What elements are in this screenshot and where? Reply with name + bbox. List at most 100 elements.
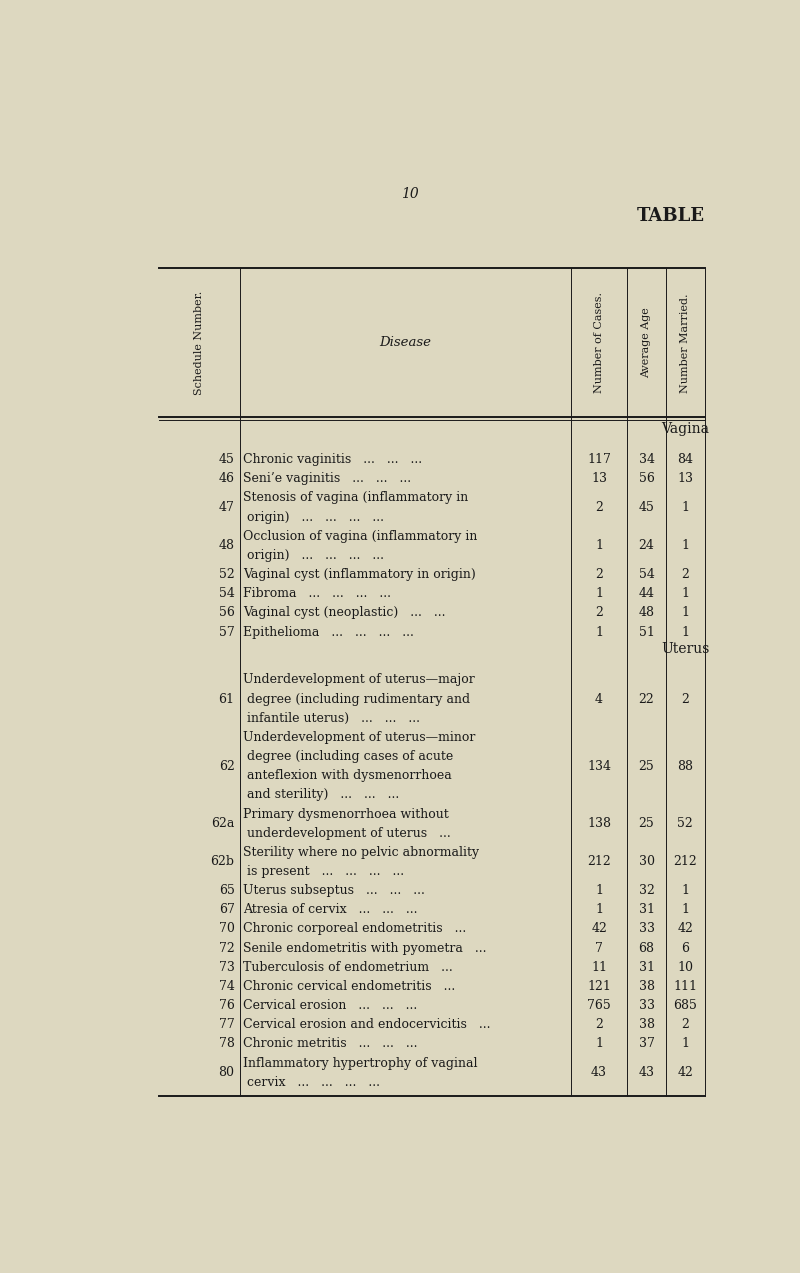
Text: 11: 11 bbox=[591, 961, 607, 974]
Text: and sterility)   ...   ...   ...: and sterility) ... ... ... bbox=[247, 788, 399, 802]
Text: 1: 1 bbox=[682, 1037, 690, 1050]
Text: 1: 1 bbox=[595, 625, 603, 639]
Text: Chronic corporeal endometritis   ...: Chronic corporeal endometritis ... bbox=[243, 923, 466, 936]
Text: 1: 1 bbox=[682, 587, 690, 601]
Text: 73: 73 bbox=[218, 961, 234, 974]
Text: 121: 121 bbox=[587, 980, 611, 993]
Text: degree (including cases of acute: degree (including cases of acute bbox=[247, 750, 453, 763]
Text: Average Age: Average Age bbox=[642, 308, 651, 378]
Text: 56: 56 bbox=[218, 606, 234, 620]
Text: 1: 1 bbox=[682, 625, 690, 639]
Text: 111: 111 bbox=[674, 980, 698, 993]
Text: 13: 13 bbox=[678, 472, 694, 485]
Text: Chronic cervical endometritis   ...: Chronic cervical endometritis ... bbox=[243, 980, 455, 993]
Text: 72: 72 bbox=[218, 942, 234, 955]
Text: Number Married.: Number Married. bbox=[680, 293, 690, 392]
Text: Fibroma   ...   ...   ...   ...: Fibroma ... ... ... ... bbox=[243, 587, 391, 601]
Text: origin)   ...   ...   ...   ...: origin) ... ... ... ... bbox=[247, 510, 384, 523]
Text: 6: 6 bbox=[682, 942, 690, 955]
Text: Senile endometritis with pyometra   ...: Senile endometritis with pyometra ... bbox=[243, 942, 486, 955]
Text: Stenosis of vagina (inflammatory in: Stenosis of vagina (inflammatory in bbox=[243, 491, 469, 504]
Text: 2: 2 bbox=[595, 502, 603, 514]
Text: 76: 76 bbox=[218, 999, 234, 1012]
Text: infantile uterus)   ...   ...   ...: infantile uterus) ... ... ... bbox=[247, 712, 420, 724]
Text: 212: 212 bbox=[587, 855, 611, 868]
Text: 56: 56 bbox=[638, 472, 654, 485]
Text: 2: 2 bbox=[595, 1018, 603, 1031]
Text: 54: 54 bbox=[638, 568, 654, 580]
Text: 77: 77 bbox=[218, 1018, 234, 1031]
Text: cervix   ...   ...   ...   ...: cervix ... ... ... ... bbox=[247, 1076, 380, 1088]
Text: 2: 2 bbox=[595, 568, 603, 580]
Text: Atresia of cervix   ...   ...   ...: Atresia of cervix ... ... ... bbox=[243, 904, 418, 917]
Text: 48: 48 bbox=[218, 540, 234, 552]
Text: 33: 33 bbox=[638, 999, 654, 1012]
Text: 10: 10 bbox=[678, 961, 694, 974]
Text: 38: 38 bbox=[638, 980, 654, 993]
Text: 42: 42 bbox=[678, 1067, 694, 1080]
Text: 32: 32 bbox=[638, 885, 654, 897]
Text: 2: 2 bbox=[682, 568, 690, 580]
Text: Seni’e vaginitis   ...   ...   ...: Seni’e vaginitis ... ... ... bbox=[243, 472, 411, 485]
Text: 2: 2 bbox=[595, 606, 603, 620]
Text: 74: 74 bbox=[218, 980, 234, 993]
Text: 62a: 62a bbox=[211, 817, 234, 830]
Text: 212: 212 bbox=[674, 855, 697, 868]
Text: 52: 52 bbox=[678, 817, 693, 830]
Text: 42: 42 bbox=[678, 923, 694, 936]
Text: 45: 45 bbox=[638, 502, 654, 514]
Text: Disease: Disease bbox=[379, 336, 431, 349]
Text: Underdevelopment of uterus—major: Underdevelopment of uterus—major bbox=[243, 673, 475, 686]
Text: 62b: 62b bbox=[210, 855, 234, 868]
Text: Schedule Number.: Schedule Number. bbox=[194, 290, 204, 395]
Text: 37: 37 bbox=[638, 1037, 654, 1050]
Text: 45: 45 bbox=[218, 453, 234, 466]
Text: 134: 134 bbox=[587, 760, 611, 773]
Text: 2: 2 bbox=[682, 693, 690, 705]
Text: 10: 10 bbox=[401, 187, 419, 201]
Text: 80: 80 bbox=[218, 1067, 234, 1080]
Text: 67: 67 bbox=[218, 904, 234, 917]
Text: Cervical erosion   ...   ...   ...: Cervical erosion ... ... ... bbox=[243, 999, 418, 1012]
Text: 34: 34 bbox=[638, 453, 654, 466]
Text: 70: 70 bbox=[218, 923, 234, 936]
Text: TABLE: TABLE bbox=[637, 206, 705, 224]
Text: 54: 54 bbox=[218, 587, 234, 601]
Text: 38: 38 bbox=[638, 1018, 654, 1031]
Text: 22: 22 bbox=[638, 693, 654, 705]
Text: 1: 1 bbox=[595, 587, 603, 601]
Text: 138: 138 bbox=[587, 817, 611, 830]
Text: 48: 48 bbox=[638, 606, 654, 620]
Text: 1: 1 bbox=[682, 606, 690, 620]
Text: 88: 88 bbox=[678, 760, 694, 773]
Text: Chronic vaginitis   ...   ...   ...: Chronic vaginitis ... ... ... bbox=[243, 453, 422, 466]
Text: 52: 52 bbox=[218, 568, 234, 580]
Text: 685: 685 bbox=[674, 999, 698, 1012]
Text: 51: 51 bbox=[638, 625, 654, 639]
Text: 65: 65 bbox=[218, 885, 234, 897]
Text: Cervical erosion and endocervicitis   ...: Cervical erosion and endocervicitis ... bbox=[243, 1018, 490, 1031]
Text: Epithelioma   ...   ...   ...   ...: Epithelioma ... ... ... ... bbox=[243, 625, 414, 639]
Text: 1: 1 bbox=[682, 904, 690, 917]
Text: Uterus: Uterus bbox=[661, 643, 710, 657]
Text: Primary dysmenorrhoea without: Primary dysmenorrhoea without bbox=[243, 807, 449, 821]
Text: 68: 68 bbox=[638, 942, 654, 955]
Text: is present   ...   ...   ...   ...: is present ... ... ... ... bbox=[247, 866, 404, 878]
Text: 46: 46 bbox=[218, 472, 234, 485]
Text: 1: 1 bbox=[682, 885, 690, 897]
Text: 1: 1 bbox=[682, 540, 690, 552]
Text: 43: 43 bbox=[591, 1067, 607, 1080]
Text: Vaginal cyst (inflammatory in origin): Vaginal cyst (inflammatory in origin) bbox=[243, 568, 476, 580]
Text: 765: 765 bbox=[587, 999, 611, 1012]
Text: 61: 61 bbox=[218, 693, 234, 705]
Text: Sterility where no pelvic abnormality: Sterility where no pelvic abnormality bbox=[243, 845, 479, 859]
Text: 47: 47 bbox=[218, 502, 234, 514]
Text: 117: 117 bbox=[587, 453, 611, 466]
Text: 1: 1 bbox=[595, 904, 603, 917]
Text: 44: 44 bbox=[638, 587, 654, 601]
Text: Tuberculosis of endometrium   ...: Tuberculosis of endometrium ... bbox=[243, 961, 453, 974]
Text: Underdevelopment of uterus—minor: Underdevelopment of uterus—minor bbox=[243, 731, 475, 743]
Text: 1: 1 bbox=[595, 540, 603, 552]
Text: Inflammatory hypertrophy of vaginal: Inflammatory hypertrophy of vaginal bbox=[243, 1057, 478, 1069]
Text: Occlusion of vagina (inflammatory in: Occlusion of vagina (inflammatory in bbox=[243, 530, 478, 542]
